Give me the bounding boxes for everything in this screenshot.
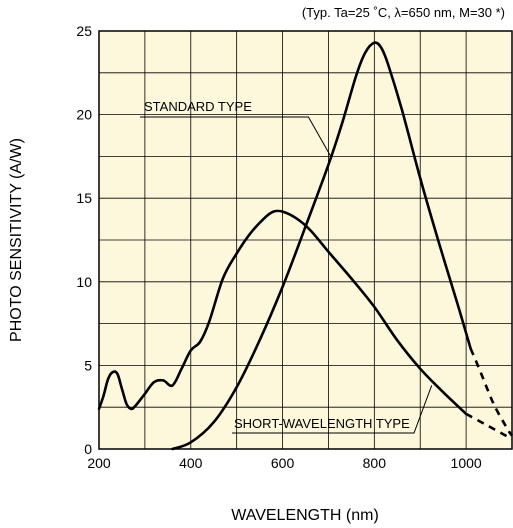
y-tick-label: 15 [76, 190, 92, 206]
data-curves [97, 41, 513, 451]
y-tick-label: 10 [76, 274, 92, 290]
standard-type-curve [171, 41, 472, 451]
short-wavelength-type-curve [97, 209, 468, 416]
tick-labels: 200 400 600 800 1000 0 5 10 15 20 25 [76, 23, 481, 471]
standard-type-leader-line [140, 116, 332, 157]
standard-type-extrapolated-curve [469, 348, 513, 437]
x-tick-label: 600 [271, 455, 295, 471]
short-wavelength-type-leader-line [232, 385, 433, 434]
x-tick-label: 200 [87, 455, 111, 471]
curve-annotations: STANDARD TYPE SHORT-WAVELENGTH TYPE [140, 99, 433, 434]
y-tick-label: 0 [84, 441, 92, 457]
x-tick-label: 400 [179, 455, 203, 471]
y-axis-title: PHOTO SENSITIVITY (A/W) [8, 138, 25, 342]
y-tick-label: 5 [84, 357, 92, 373]
plot-frame [98, 30, 513, 450]
gridlines [99, 31, 512, 449]
x-tick-label: 1000 [451, 455, 482, 471]
chart-note: (Typ. Ta=25 ˚C, λ=650 nm, M=30 *) [302, 5, 505, 20]
standard-type-label: STANDARD TYPE [144, 99, 252, 114]
x-tick-label: 800 [363, 455, 387, 471]
short-wavelength-type-label: SHORT-WAVELENGTH TYPE [234, 416, 410, 431]
y-tick-label: 20 [76, 107, 92, 123]
x-axis-title: WAVELENGTH (nm) [231, 507, 379, 524]
short-wavelength-type-extrapolated-curve [465, 412, 513, 441]
y-tick-label: 25 [76, 23, 92, 39]
